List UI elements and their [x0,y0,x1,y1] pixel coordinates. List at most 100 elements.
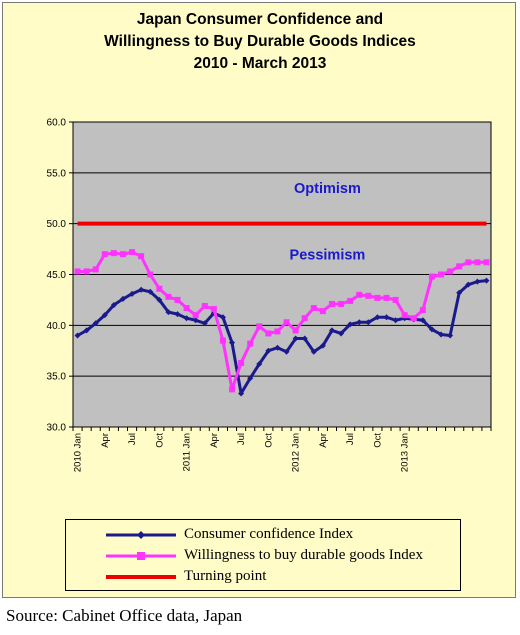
data-point-consumer-confidence [156,296,163,303]
data-point-consumer-confidence [229,339,236,346]
data-point-consumer-confidence [419,317,426,324]
data-point-willingness [174,296,181,303]
y-tick-label: 40.0 [47,321,67,332]
data-point-willingness [101,251,108,258]
chart-title-line-2: Willingness to Buy Durable Goods Indices [104,33,416,50]
data-point-willingness [401,312,408,319]
x-tick-label: 2011 Jan [182,433,193,471]
x-tick-label: 2013 Jan [400,433,411,472]
data-point-consumer-confidence [301,335,308,342]
data-point-willingness [138,253,145,260]
legend-swatch-consumer-confidence [106,531,176,539]
legend-label-willingness: Willingness to buy durable goods Index [184,547,423,563]
x-tick-label: Apr [100,433,111,448]
data-point-consumer-confidence [465,281,472,288]
data-point-consumer-confidence [247,375,254,382]
legend-swatch-willingness [106,552,176,560]
data-point-consumer-confidence [192,317,199,324]
data-point-consumer-confidence [256,360,263,367]
data-point-consumer-confidence [147,288,154,295]
x-tick-label: Jul [127,433,138,445]
data-point-consumer-confidence [356,319,363,326]
data-point-consumer-confidence [383,314,390,321]
data-point-willingness [301,315,308,322]
data-point-consumer-confidence [219,314,226,321]
x-tick-label: 2010 Jan [73,433,84,472]
data-point-willingness [201,303,208,310]
chart-title: Japan Consumer Confidence and Willingnes… [3,9,517,75]
data-point-willingness [374,294,381,301]
data-point-willingness [147,271,154,278]
data-point-willingness [428,273,435,280]
annotation-optimism: Optimism [294,181,361,197]
data-point-consumer-confidence [292,335,299,342]
data-point-willingness [256,323,263,330]
data-point-consumer-confidence [374,314,381,321]
source-note: Source: Cabinet Office data, Japan [6,606,243,625]
data-point-consumer-confidence [338,330,345,337]
data-point-willingness [419,307,426,314]
data-point-willingness [74,268,81,275]
data-point-consumer-confidence [456,289,463,296]
data-point-consumer-confidence [138,286,145,293]
data-point-willingness [274,328,281,335]
y-tick-label: 55.0 [47,168,67,179]
data-point-willingness [356,291,363,298]
data-point-willingness [92,266,99,273]
chart-legend: Consumer confidence Index Willingness to… [65,519,461,591]
x-tick-label: Apr [318,433,329,448]
data-point-consumer-confidence [265,347,272,354]
data-point-willingness [229,386,236,393]
legend-item-turning-point: Turning point [66,566,460,588]
legend-item-consumer-confidence: Consumer confidence Index [66,524,460,546]
data-point-consumer-confidence [238,390,245,397]
data-point-willingness [210,306,217,313]
data-point-willingness [483,259,490,266]
legend-swatch-turning-point [106,575,176,579]
data-point-willingness [338,300,345,307]
data-point-willingness [129,249,136,256]
data-point-consumer-confidence [274,344,281,351]
data-point-consumer-confidence [174,311,181,318]
x-tick-label: Oct [154,433,165,448]
data-point-consumer-confidence [365,319,372,326]
data-point-consumer-confidence [428,326,435,333]
data-point-consumer-confidence [92,320,99,327]
data-point-consumer-confidence [328,327,335,334]
data-point-consumer-confidence [447,332,454,339]
data-point-willingness [347,297,354,304]
x-tick-label: Apr [209,433,220,448]
data-point-willingness [465,259,472,266]
data-point-willingness [456,263,463,270]
data-point-willingness [265,330,272,337]
y-tick-label: 60.0 [47,118,67,129]
data-point-consumer-confidence [74,332,81,339]
data-point-willingness [119,251,126,258]
data-point-willingness [156,285,163,292]
y-tick-label: 50.0 [47,219,67,230]
data-point-consumer-confidence [110,302,117,308]
y-tick-label: 35.0 [47,372,67,383]
x-tick-label: Oct [263,433,274,448]
data-point-willingness [183,305,190,312]
data-point-willingness [165,293,172,300]
data-point-willingness [219,337,226,344]
data-point-consumer-confidence [129,290,136,297]
series-line-willingness [77,250,487,391]
data-point-willingness [110,250,117,257]
y-tick-label: 45.0 [47,270,67,281]
data-point-willingness [410,315,417,322]
data-point-willingness [474,259,481,266]
legend-label-turning-point: Turning point [184,568,267,584]
series-line-consumer-confidence [76,279,487,395]
data-point-willingness [392,296,399,303]
data-point-willingness [238,359,245,366]
data-point-consumer-confidence [183,315,190,322]
data-point-consumer-confidence [119,295,126,302]
data-point-consumer-confidence [392,317,399,324]
data-point-willingness [383,294,390,301]
data-point-consumer-confidence [319,342,326,349]
chart-title-line-1: Japan Consumer Confidence and [136,11,384,28]
data-point-consumer-confidence [474,278,481,285]
legend-item-willingness: Willingness to buy durable goods Index [66,545,460,567]
